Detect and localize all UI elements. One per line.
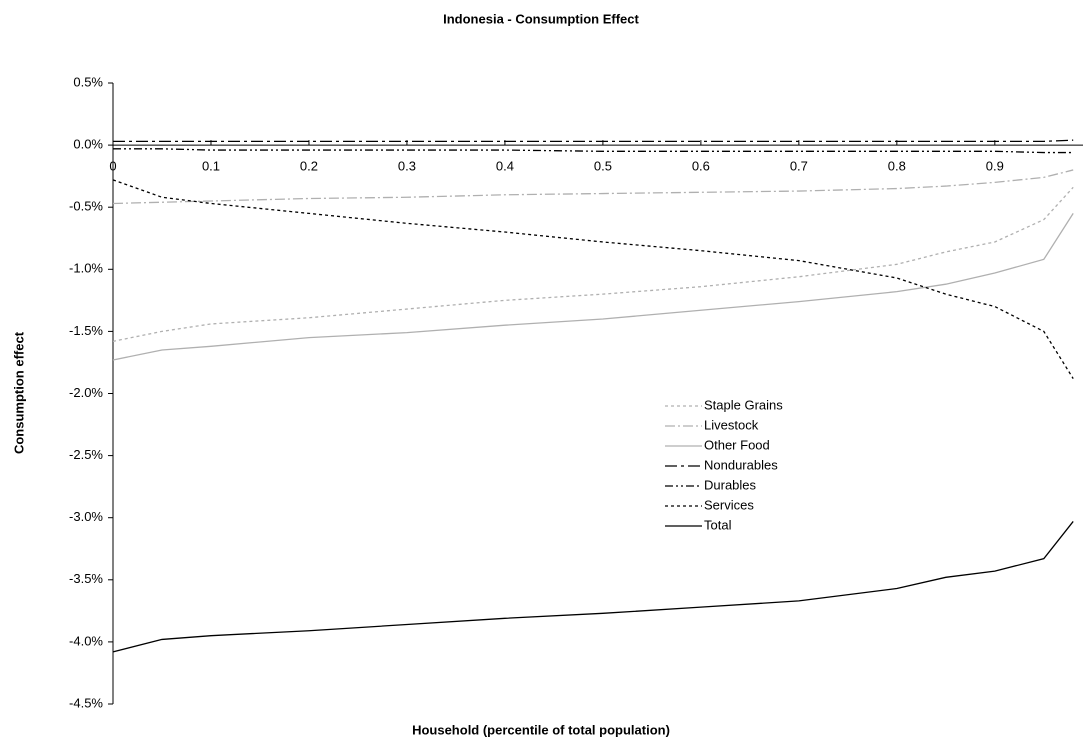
series-line xyxy=(112,186,1074,342)
legend-label: Livestock xyxy=(704,417,759,432)
x-tick-label: 0.7 xyxy=(790,159,808,174)
x-tick-label: 0.4 xyxy=(496,159,514,174)
x-tick-label: 0.5 xyxy=(594,159,612,174)
series-line xyxy=(112,213,1074,361)
x-tick-label: 0.3 xyxy=(398,159,416,174)
y-axis-label: Consumption effect xyxy=(11,331,26,454)
x-tick-label: 0.2 xyxy=(300,159,318,174)
series-line xyxy=(112,521,1074,653)
series-line xyxy=(112,179,1074,379)
legend-label: Other Food xyxy=(704,437,770,452)
legend-label: Total xyxy=(704,517,732,532)
y-tick-label: -2.0% xyxy=(69,385,103,400)
y-tick-label: 0.0% xyxy=(73,137,103,152)
y-tick-label: -2.5% xyxy=(69,447,103,462)
y-tick-label: -1.5% xyxy=(69,323,103,338)
y-tick-label: -1.0% xyxy=(69,261,103,276)
x-tick-label: 0.1 xyxy=(202,159,220,174)
legend-label: Durables xyxy=(704,477,757,492)
x-tick-label: 0 xyxy=(109,159,116,174)
series-line xyxy=(113,148,1074,154)
legend-label: Services xyxy=(704,497,754,512)
x-tick-label: 0.8 xyxy=(888,159,906,174)
y-tick-label: -3.0% xyxy=(69,509,103,524)
y-tick-label: -4.0% xyxy=(69,633,103,648)
y-tick-label: -3.5% xyxy=(69,571,103,586)
y-tick-label: -4.5% xyxy=(69,695,103,710)
x-axis-label: Household (percentile of total populatio… xyxy=(412,722,670,737)
legend-label: Nondurables xyxy=(704,457,778,472)
chart-title: Indonesia - Consumption Effect xyxy=(443,11,639,26)
series-line xyxy=(112,169,1074,205)
y-tick-label: 0.5% xyxy=(73,74,103,89)
x-tick-label: 0.6 xyxy=(692,159,710,174)
y-tick-label: -0.5% xyxy=(69,199,103,214)
series-line xyxy=(113,139,1074,143)
legend-label: Staple Grains xyxy=(704,397,783,412)
x-tick-label: 0.9 xyxy=(986,159,1004,174)
